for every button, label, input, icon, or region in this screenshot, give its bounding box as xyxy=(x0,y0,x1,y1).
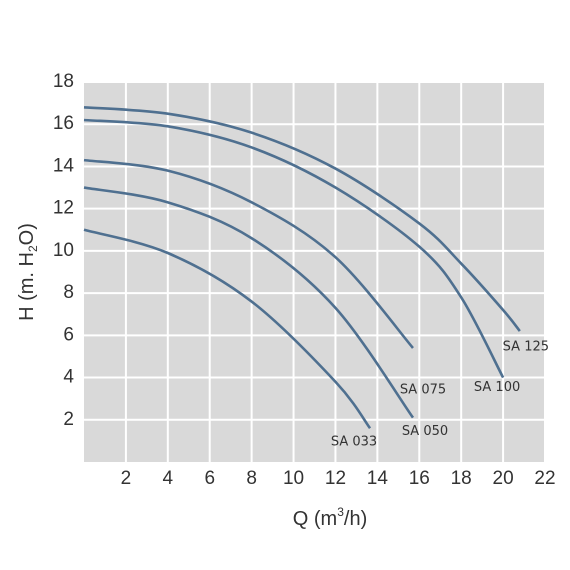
x-tick-label: 16 xyxy=(409,468,430,489)
y-axis-label: H (m. H2O) xyxy=(16,223,40,321)
curve xyxy=(83,118,505,379)
y-tick-label: 12 xyxy=(53,198,74,219)
x-tick-label: 18 xyxy=(451,468,472,489)
y-axis-label-part: O) xyxy=(16,223,38,245)
y-tick-label: 14 xyxy=(53,155,75,176)
x-axis-label-part: /h) xyxy=(344,508,367,530)
x-axis-label-sup: 3 xyxy=(337,505,344,519)
y-tick-label: 2 xyxy=(63,409,74,430)
y-tick-label: 10 xyxy=(53,240,74,261)
x-tick-label: 4 xyxy=(163,468,174,489)
y-tick-label: 4 xyxy=(63,367,74,388)
x-axis-label: Q (m3/h) xyxy=(293,505,367,530)
curve xyxy=(83,106,521,332)
plot-background xyxy=(84,82,545,462)
x-tick-label: 8 xyxy=(246,468,257,489)
curve xyxy=(83,228,372,429)
x-tick-label: 22 xyxy=(534,468,555,489)
y-tick-label: 8 xyxy=(63,282,74,303)
x-tick-label: 12 xyxy=(325,468,346,489)
y-tick-label: 16 xyxy=(53,113,74,134)
curve-label: SA 050 xyxy=(402,424,448,439)
curve-label: SA 125 xyxy=(503,340,549,355)
x-tick-label: 14 xyxy=(367,468,389,489)
y-axis-label-part: H (m. H xyxy=(16,252,38,321)
curve-label: SA 033 xyxy=(331,435,377,450)
y-axis-label-sub: 2 xyxy=(26,245,40,252)
x-tick-label: 2 xyxy=(121,468,132,489)
y-tick-label: 6 xyxy=(63,324,74,345)
curve xyxy=(83,158,414,349)
x-tick-label: 20 xyxy=(493,468,514,489)
x-axis-label-part: Q (m xyxy=(293,508,337,530)
y-tick-label: 18 xyxy=(53,71,74,92)
x-tick-label: 10 xyxy=(283,468,304,489)
curve-label: SA 100 xyxy=(474,380,520,395)
curve-label: SA 075 xyxy=(400,383,446,398)
x-tick-label: 6 xyxy=(204,468,215,489)
curve xyxy=(83,186,415,419)
